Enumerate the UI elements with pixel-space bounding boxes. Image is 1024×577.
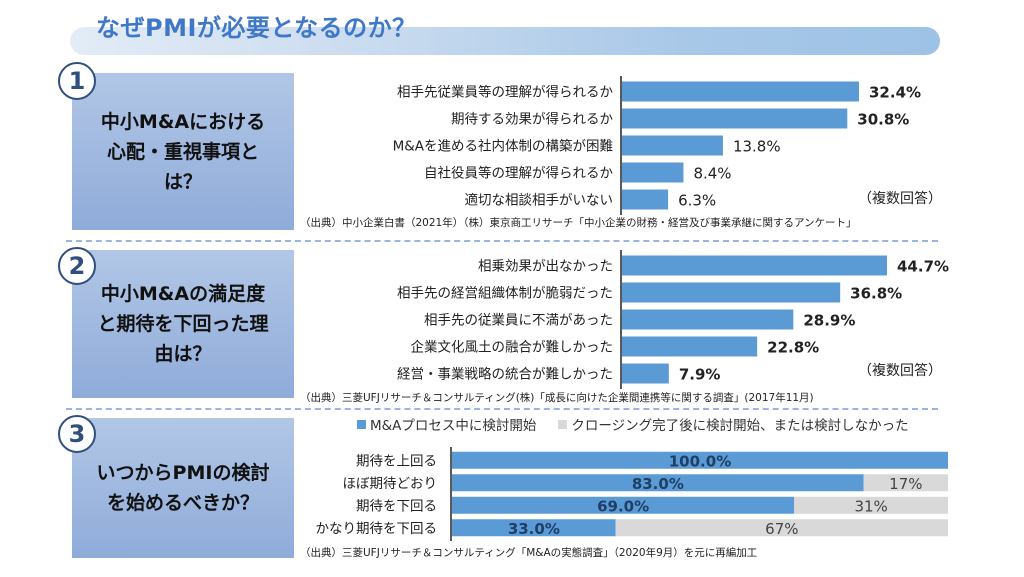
chart3-bar-during xyxy=(452,451,948,469)
source-note-1: （出典）中小企業白書（2021年）（株）東京商工リサーチ「中小企業の財務・経営及… xyxy=(300,217,857,229)
chart3-category-label: かなり期待を下回る xyxy=(316,521,438,537)
chart1-bar xyxy=(622,189,669,210)
chart1-category-label: 自社役員等の理解が得られるか xyxy=(424,165,613,182)
chart1-category-label: 相手先従業員等の理解が得られるか xyxy=(397,84,613,101)
chart1-value-label: 32.4% xyxy=(869,84,921,102)
chart2-category-label: 経営・事業戦略の統合が難しかった xyxy=(397,367,613,383)
chart1-category-label: 期待する効果が得られるか xyxy=(451,111,613,128)
chart1-bar xyxy=(622,108,848,129)
chart3-category-label: ほぼ期待どおり xyxy=(343,476,438,492)
chart2-category-label: 相乗効果が出なかった xyxy=(478,259,613,275)
chart1-category-label: M&Aを進める社内体制の構築が困難 xyxy=(393,139,613,155)
chart2-bar xyxy=(622,363,669,384)
chart3-category-label: 期待を上回る xyxy=(356,453,437,469)
multiple-answer-note-2: （複数回答） xyxy=(858,363,942,379)
legend-swatch-gray xyxy=(558,419,568,429)
chart3-value-label-during: 33.0% xyxy=(508,520,560,538)
chart1-bar xyxy=(622,135,723,156)
chart3-bar-during xyxy=(452,496,795,514)
chart2-category-label: 相手先の従業員に不満があった xyxy=(424,313,613,329)
section-divider xyxy=(66,408,938,410)
question-line: は？ xyxy=(163,170,202,193)
legend-item-after: クロージング完了後に検討開始、または検討しなかった xyxy=(558,414,909,434)
chart3-category-label: 期待を下回る xyxy=(356,498,437,514)
chart3-bar-during xyxy=(452,474,864,492)
question-line: 由は？ xyxy=(154,343,212,365)
chart2-value-label: 36.8% xyxy=(850,285,902,303)
page-title: なぜPMIが必要となるのか？ xyxy=(96,14,417,42)
question-line: を始めるべきか？ xyxy=(106,492,259,514)
number-badge-3: 3 xyxy=(58,415,96,453)
chart3-bar-after xyxy=(794,496,948,514)
source-note-3: （出典）三菱UFJリサーチ＆コンサルティング「M&Aの実態調査」（2020年9月… xyxy=(300,547,758,559)
chart3-bar-after xyxy=(863,474,948,492)
chart1-value-label: 13.8% xyxy=(733,138,781,156)
source-note-2: （出典）三菱UFJリサーチ＆コンサルティング(株)「成長に向けた企業間連携等に関… xyxy=(300,392,814,404)
chart3-value-label-after: 31% xyxy=(854,497,887,515)
chart1-value-label: 8.4% xyxy=(693,165,731,183)
chart2-bar xyxy=(622,309,794,330)
chart1-category-label: 適切な相談相手がいない xyxy=(465,192,614,209)
chart2-value-label: 22.8% xyxy=(767,339,819,357)
chart3-legend: M&Aプロセス中に検討開始 クロージング完了後に検討開始、または検討しなかった xyxy=(357,414,909,434)
legend-item-during: M&Aプロセス中に検討開始 xyxy=(357,414,536,434)
question-box-1: 中小M&Aにおける 心配・重視事項と は？ xyxy=(72,73,294,230)
number-badge-2: 2 xyxy=(58,247,96,285)
chart2-bar xyxy=(622,336,758,357)
legend-swatch-blue xyxy=(357,419,366,429)
chart2-category-label: 相手先の経営組織体制が脆弱だった xyxy=(397,285,613,302)
question-text-1: 中小M&Aにおける 心配・重視事項と は？ xyxy=(89,107,277,197)
chart1-bar xyxy=(622,162,684,183)
chart3-value-label-after: 67% xyxy=(765,520,798,538)
chart3-bar-after xyxy=(615,519,948,537)
question-box-3: いつからPMIの検討 を始めるべきか？ xyxy=(72,418,294,558)
chart3-bar-during xyxy=(452,519,616,537)
chart1-value-label: 30.8% xyxy=(857,111,909,129)
question-line: いつからPMIの検討 xyxy=(96,462,270,484)
chart1-value-label: 6.3% xyxy=(678,192,716,210)
chart2-value-label: 44.7% xyxy=(897,258,949,276)
chart3-value-label-after: 17% xyxy=(889,475,922,493)
number-badge-1: 1 xyxy=(58,62,96,100)
chart2-bar xyxy=(622,282,841,303)
question-line: 心配・重視事項と xyxy=(106,140,259,163)
title-banner xyxy=(70,27,940,55)
question-text-3: いつからPMIの検討 を始めるべきか？ xyxy=(85,458,282,518)
question-line: 中小M&Aにおける xyxy=(100,110,266,133)
multiple-answer-note-1: （複数回答） xyxy=(858,191,942,207)
chart2-value-label: 28.9% xyxy=(803,312,855,330)
question-line: 中小M&Aの満足度 xyxy=(100,283,266,305)
legend-label: M&Aプロセス中に検討開始 xyxy=(370,418,537,434)
legend-label: クロージング完了後に検討開始、または検討しなかった xyxy=(571,418,909,434)
chart2-category-label: 企業文化風土の融合が難しかった xyxy=(411,339,614,356)
chart2-bar xyxy=(622,255,887,276)
chart2-value-label: 7.9% xyxy=(679,366,721,384)
question-box-2: 中小M&Aの満足度 と期待を下回った理 由は？ xyxy=(72,250,294,398)
chart3-value-label-during: 100.0% xyxy=(669,452,731,470)
question-text-2: 中小M&Aの満足度 と期待を下回った理 由は？ xyxy=(85,279,280,369)
chart1-bar xyxy=(622,81,859,102)
chart3-value-label-during: 83.0% xyxy=(632,475,684,493)
chart3-value-label-during: 69.0% xyxy=(597,497,649,515)
question-line: と期待を下回った理 xyxy=(97,313,269,335)
section-divider xyxy=(66,240,938,242)
